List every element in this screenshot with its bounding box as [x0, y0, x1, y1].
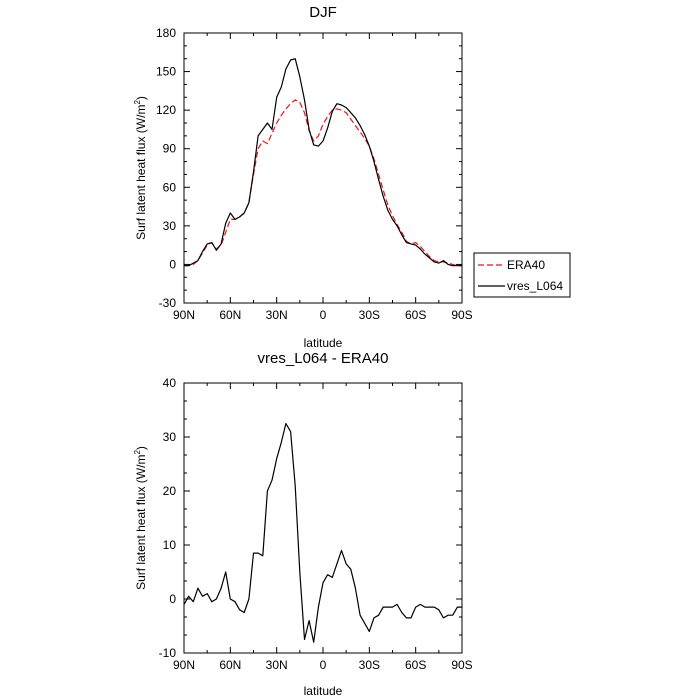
- series-line-vres-l064: [184, 58, 462, 267]
- x-tick-label: 30S: [359, 308, 380, 322]
- x-tick-label: 30N: [266, 308, 288, 322]
- plot-frame: [183, 32, 463, 304]
- bottom-panel: vres_L064 - ERA40 90N 60N 30N 0 30S 60S 90S -1…: [133, 350, 473, 698]
- legend-box: [473, 252, 571, 298]
- x-axis-label: latitude: [304, 684, 343, 698]
- chart-title: vres_L064 - ERA40: [258, 350, 389, 367]
- y-axis-label: Surf latent heat flux (W/m2): [133, 446, 148, 590]
- y-tick-label: -30: [159, 296, 177, 310]
- x-tick-label: 60N: [219, 658, 241, 672]
- x-axis-label: latitude: [304, 336, 343, 350]
- y-tick-label: 90: [163, 142, 177, 156]
- series-line-vres-l064-era40: [183, 422, 462, 643]
- x-tick-label: 90S: [451, 658, 472, 672]
- y-tick-label: 150: [156, 65, 176, 79]
- y-axis-label: Surf latent heat flux (W/m2): [133, 96, 148, 240]
- x-tick-label: 90N: [173, 658, 195, 672]
- legend-label-era40: ERA40: [507, 258, 545, 272]
- x-tick-label: 60S: [405, 308, 426, 322]
- y-tick-label: 40: [163, 376, 177, 390]
- legend-label-vres: vres_L064: [507, 279, 563, 293]
- y-tick-label: -10: [159, 646, 177, 660]
- y-tick-label: 30: [163, 430, 177, 444]
- x-tick-label: 90S: [451, 308, 472, 322]
- x-tick-label: 0: [320, 658, 327, 672]
- y-tick-label: 10: [163, 538, 177, 552]
- y-tick-label: 0: [169, 592, 176, 606]
- x-tick-label: 30S: [359, 658, 380, 672]
- plot-frame: [183, 382, 463, 654]
- y-tick-label: 180: [156, 26, 176, 40]
- x-tick-label: 90N: [173, 308, 195, 322]
- chart-title: DJF: [309, 4, 337, 21]
- x-tick-label: 0: [320, 308, 327, 322]
- x-tick-label: 60S: [405, 658, 426, 672]
- x-tick-label: 60N: [219, 308, 241, 322]
- series-line-era40: [184, 99, 462, 267]
- y-tick-label: 60: [163, 180, 177, 194]
- y-tick-label: 0: [169, 257, 176, 271]
- legend: ERA40 vres_L064: [473, 252, 571, 298]
- top-panel: DJF 90N 60N 30N 0 30S 60S 90S -30 0 30 60 90 120 150…: [133, 4, 571, 350]
- y-tick-label: 20: [163, 484, 177, 498]
- y-tick-label: 120: [156, 103, 176, 117]
- x-tick-label: 30N: [266, 658, 288, 672]
- y-tick-label: 30: [163, 219, 177, 233]
